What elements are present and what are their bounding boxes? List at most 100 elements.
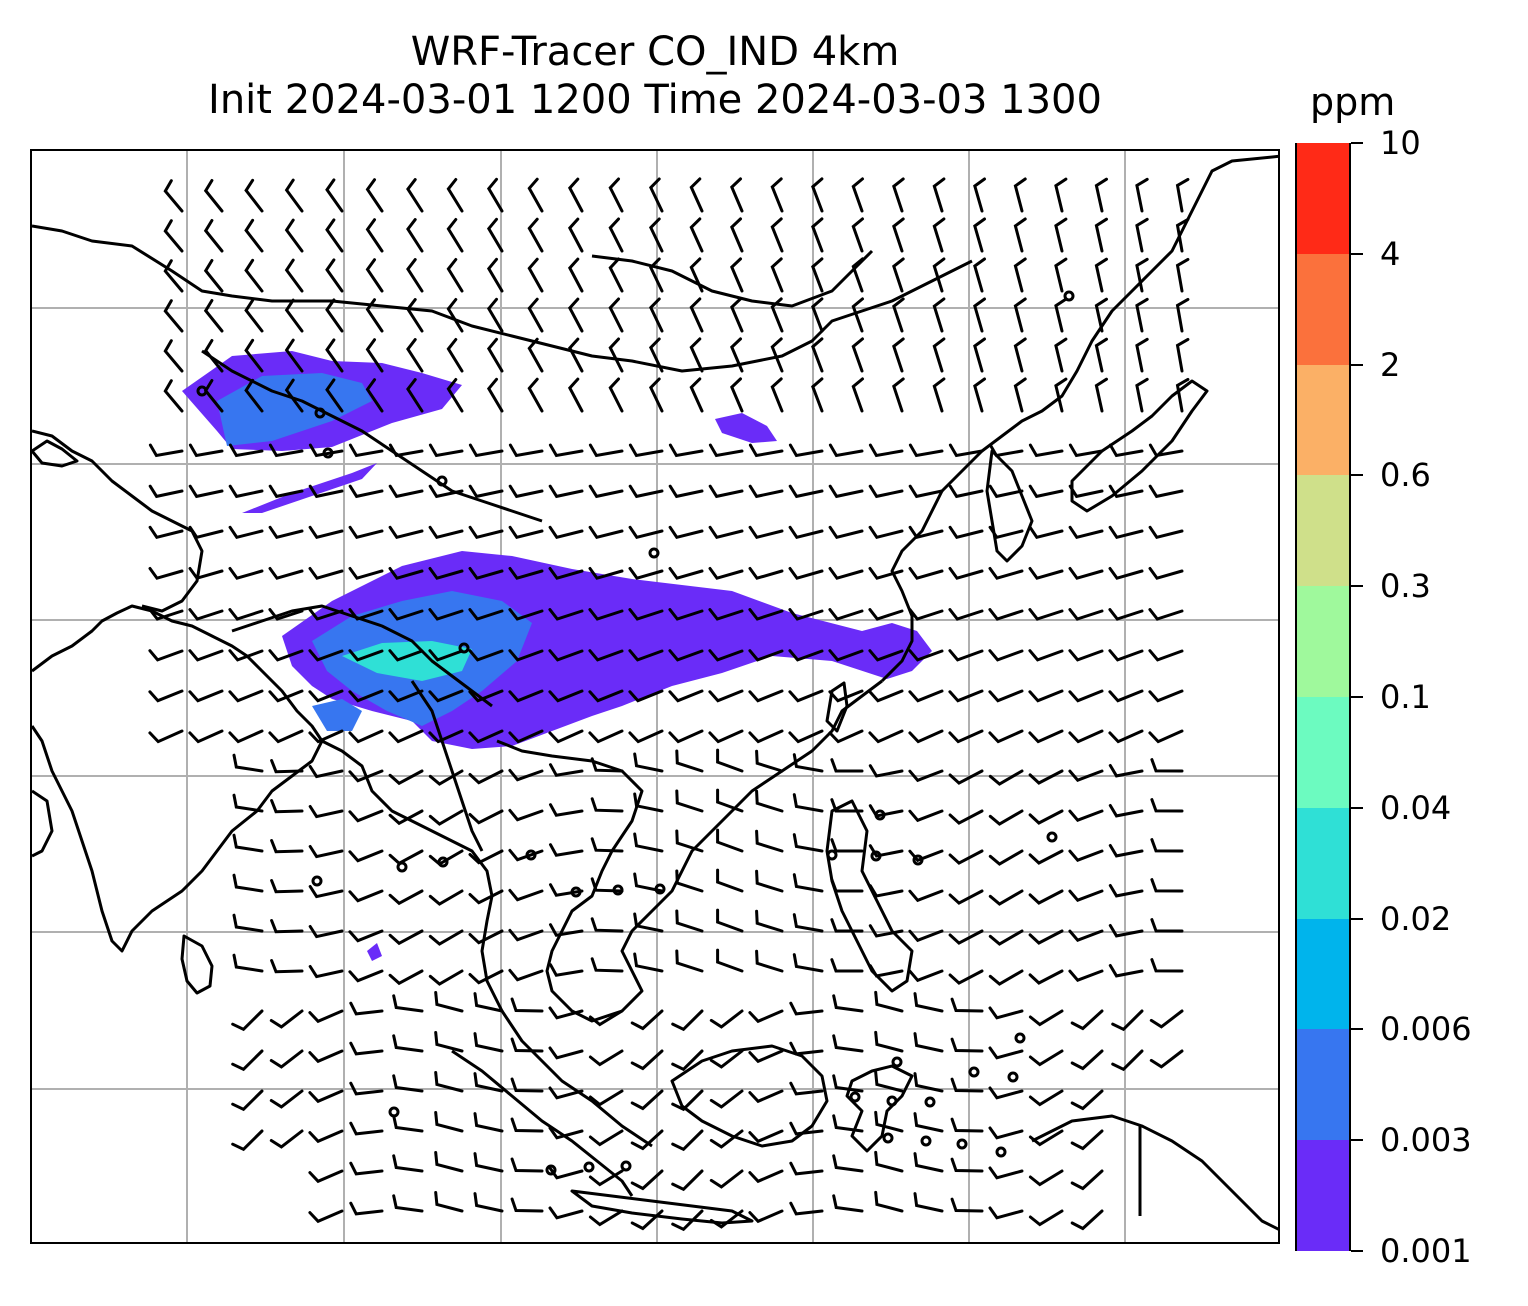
- wind-barb: [308, 845, 344, 859]
- wind-barb: [365, 258, 384, 293]
- wind-barb: [755, 749, 784, 773]
- wind-barb: [770, 337, 784, 373]
- wind-barb: [1175, 177, 1190, 213]
- wind-barb: [388, 525, 424, 540]
- wind-barb: [908, 889, 944, 903]
- wind-barb: [549, 963, 584, 977]
- wind-barb: [755, 949, 784, 973]
- wind-barb: [988, 484, 1024, 499]
- wind-barb: [1148, 484, 1184, 499]
- wind-barb: [284, 218, 304, 253]
- wind-barb: [588, 1009, 624, 1027]
- wind-barb: [428, 689, 464, 703]
- wind-barb: [428, 649, 464, 662]
- wind-barb: [1108, 764, 1144, 778]
- wind-barb: [428, 525, 464, 540]
- colorbar-tick-mark: [1351, 696, 1363, 698]
- wind-barb: [1028, 849, 1064, 865]
- wind-barb: [788, 649, 824, 662]
- wind-barb: [789, 1081, 824, 1096]
- wind-barb: [988, 1006, 1024, 1020]
- wind-barb: [349, 1001, 384, 1016]
- plume-main-core: [342, 641, 472, 681]
- wind-barb: [792, 793, 824, 813]
- wind-barb: [868, 884, 904, 898]
- map-canvas: [32, 151, 1278, 1242]
- wind-barb: [1028, 1209, 1064, 1227]
- wind-barb: [689, 337, 704, 373]
- colorbar-tick-mark: [1351, 1139, 1363, 1142]
- wind-barb: [548, 689, 584, 703]
- wind-barb: [268, 608, 304, 621]
- wind-barb: [913, 1192, 944, 1213]
- wind-barb: [308, 1129, 344, 1144]
- wind-barb: [1108, 729, 1144, 744]
- wind-barb: [1054, 297, 1068, 333]
- wind-barb: [244, 178, 264, 213]
- wind-barb: [789, 1001, 824, 1016]
- wind-barb: [548, 1046, 584, 1060]
- wind-barb: [508, 888, 544, 902]
- wind-barb: [748, 1129, 784, 1144]
- wind-barb: [988, 969, 1024, 986]
- wind-barb: [590, 757, 624, 773]
- wind-barb: [973, 257, 986, 293]
- wind-barb: [1028, 567, 1064, 580]
- wind-barb: [748, 1089, 784, 1104]
- wind-barb: [608, 337, 624, 373]
- wind-barb: [1108, 844, 1144, 858]
- wind-barb: [548, 443, 584, 458]
- wind-barb: [228, 525, 264, 540]
- wind-barb: [308, 965, 344, 979]
- wind-barb: [188, 567, 224, 580]
- plume-sw: [312, 699, 362, 731]
- wind-barb: [789, 1201, 824, 1216]
- wind-barb: [748, 689, 784, 703]
- wind-barb: [908, 484, 944, 499]
- wind-barb: [689, 177, 704, 213]
- wind-barb: [648, 217, 664, 253]
- wind-barb: [948, 889, 984, 905]
- wind-barb: [1108, 689, 1144, 703]
- wind-barb: [1028, 1129, 1064, 1147]
- wind-barb: [1068, 969, 1104, 982]
- wind-barb: [1149, 1049, 1184, 1069]
- wind-barb: [188, 649, 224, 662]
- wind-barb: [1028, 689, 1064, 703]
- wind-barb: [851, 297, 864, 333]
- wind-barb: [908, 729, 944, 744]
- wind-barb: [770, 297, 784, 333]
- wind-barb: [348, 484, 384, 499]
- wind-barb: [486, 217, 504, 253]
- wind-barb: [830, 758, 864, 773]
- wind-barbs: [148, 177, 1190, 1232]
- wind-barb: [428, 567, 464, 580]
- coast-china-east: [880, 154, 1278, 683]
- wind-barb: [590, 917, 624, 933]
- wind-barb: [567, 257, 584, 293]
- wind-barb: [549, 883, 584, 897]
- wind-barb: [428, 889, 464, 906]
- wind-barb: [527, 297, 544, 333]
- wind-barb: [148, 484, 184, 499]
- wind-barb: [1094, 297, 1108, 333]
- wind-barb: [486, 337, 504, 373]
- wind-barb: [392, 1074, 424, 1093]
- wind-barb: [348, 649, 384, 662]
- wind-barb: [548, 1206, 584, 1220]
- wind-barb: [268, 525, 304, 540]
- wind-barb: [1013, 257, 1027, 293]
- coast-west-2: [32, 439, 79, 468]
- wind-barb: [148, 608, 184, 621]
- wind-barb: [874, 1150, 904, 1173]
- wind-barb: [668, 484, 704, 499]
- wind-barb: [468, 729, 504, 744]
- wind-barb: [1070, 1169, 1104, 1191]
- wind-barb: [434, 1031, 464, 1053]
- wind-barb: [633, 952, 664, 973]
- wind-barb: [748, 1009, 784, 1024]
- wind-barb: [268, 567, 304, 580]
- calm-markers: [196, 290, 1075, 1176]
- wind-barb: [950, 1197, 984, 1213]
- wind-barb: [832, 1114, 864, 1133]
